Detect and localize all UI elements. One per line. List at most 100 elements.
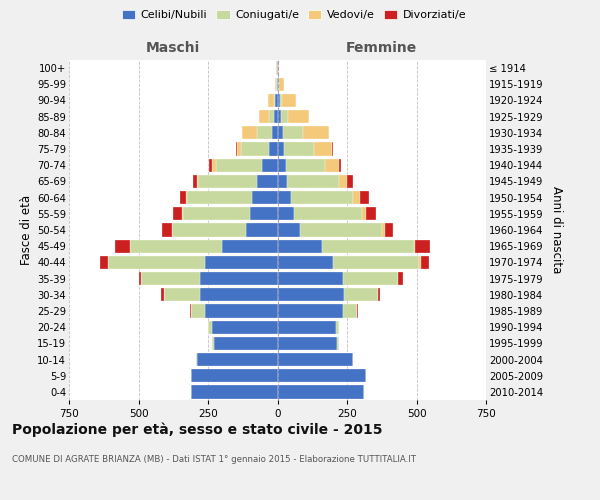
Bar (277, 191, 292, 204)
Bar (182, 207, 183, 220)
Bar (414, 240, 415, 253)
Bar (100, 256, 108, 269)
Bar (277, 224, 300, 236)
Bar (242, 126, 257, 140)
Bar (277, 272, 343, 285)
Text: Femmine: Femmine (346, 41, 418, 55)
Bar (209, 158, 212, 172)
Bar (282, 94, 296, 107)
Bar (191, 369, 277, 382)
Bar (275, 78, 276, 91)
Bar (300, 224, 382, 236)
Bar (253, 191, 277, 204)
Bar (343, 272, 398, 285)
Bar (141, 272, 200, 285)
Bar (205, 304, 277, 318)
Bar (130, 240, 222, 253)
Bar (314, 142, 332, 156)
Bar (274, 110, 277, 124)
Bar (277, 142, 284, 156)
Bar (191, 304, 205, 318)
Bar (333, 256, 419, 269)
Bar (212, 320, 277, 334)
Bar (362, 207, 367, 220)
Bar (421, 256, 429, 269)
Bar (332, 142, 333, 156)
Text: COMUNE DI AGRATE BRIANZA (MB) - Dati ISTAT 1° gennaio 2015 - Elaborazione TUTTIT: COMUNE DI AGRATE BRIANZA (MB) - Dati IST… (12, 455, 416, 464)
Bar (283, 126, 302, 140)
Bar (200, 272, 277, 285)
Bar (385, 224, 393, 236)
Bar (259, 110, 269, 124)
Bar (172, 224, 245, 236)
Bar (115, 240, 130, 253)
Bar (322, 240, 414, 253)
Bar (275, 94, 277, 107)
Bar (277, 158, 286, 172)
Bar (302, 126, 329, 140)
Bar (279, 78, 284, 91)
Bar (357, 304, 358, 318)
Bar (277, 353, 353, 366)
Bar (250, 207, 277, 220)
Bar (268, 94, 274, 107)
Bar (288, 110, 308, 124)
Bar (287, 175, 338, 188)
Bar (257, 126, 272, 140)
Bar (161, 288, 164, 302)
Bar (257, 175, 277, 188)
Bar (277, 175, 287, 188)
Bar (197, 175, 198, 188)
Bar (222, 240, 277, 253)
Bar (277, 126, 283, 140)
Bar (198, 175, 257, 188)
Bar (164, 288, 200, 302)
Bar (272, 126, 277, 140)
Bar (277, 288, 344, 302)
Bar (277, 320, 336, 334)
Bar (382, 224, 385, 236)
Bar (274, 94, 275, 107)
Bar (337, 336, 338, 350)
Bar (262, 158, 277, 172)
Bar (286, 158, 325, 172)
Bar (294, 207, 362, 220)
Bar (377, 288, 380, 302)
Bar (217, 158, 262, 172)
Bar (277, 256, 333, 269)
Bar (367, 207, 376, 220)
Bar (173, 207, 182, 220)
Bar (292, 191, 353, 204)
Bar (398, 272, 403, 285)
Bar (338, 175, 347, 188)
Bar (277, 78, 278, 91)
Bar (269, 110, 274, 124)
Bar (191, 386, 277, 398)
Legend: Celibi/Nubili, Coniugati/e, Vedovi/e, Divorziati/e: Celibi/Nubili, Coniugati/e, Vedovi/e, Di… (118, 6, 470, 25)
Bar (190, 304, 191, 318)
Bar (338, 158, 341, 172)
Bar (284, 142, 314, 156)
Bar (187, 191, 253, 204)
Bar (277, 336, 337, 350)
Bar (208, 320, 212, 334)
Bar (236, 142, 237, 156)
Bar (212, 336, 214, 350)
Bar (277, 110, 281, 124)
Bar (245, 224, 277, 236)
Bar (212, 158, 217, 172)
Bar (197, 353, 277, 366)
Bar (344, 288, 377, 302)
Y-axis label: Fasce di età: Fasce di età (20, 195, 33, 265)
Bar (278, 62, 280, 74)
Bar (325, 158, 338, 172)
Bar (277, 386, 364, 398)
Bar (237, 142, 241, 156)
Bar (205, 256, 277, 269)
Bar (347, 175, 353, 188)
Bar (186, 191, 187, 204)
Bar (359, 191, 369, 204)
Y-axis label: Anni di nascita: Anni di nascita (550, 186, 563, 274)
Bar (162, 224, 172, 236)
Bar (277, 369, 367, 382)
